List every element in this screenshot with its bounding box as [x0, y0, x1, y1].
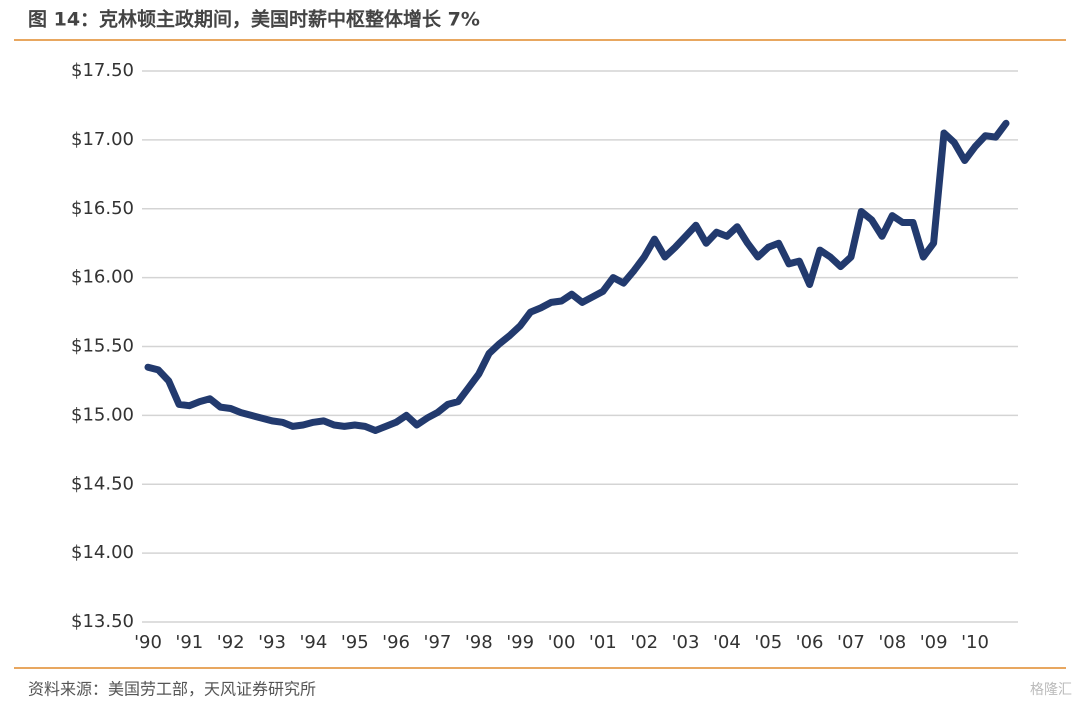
y-tick-label: $16.50 [71, 198, 134, 219]
x-tick-label: '96 [382, 632, 410, 653]
line [144, 119, 1010, 434]
source: 资料来源：美国劳工部，天风证券研究所 [28, 680, 316, 699]
y-tick-label: $17.50 [71, 60, 134, 81]
x-tick-label: '00 [548, 632, 576, 653]
y-tick-label: $13.50 [71, 611, 134, 632]
x-tick-label: '99 [506, 632, 534, 653]
watermark: 格隆汇 [1030, 682, 1072, 698]
y-tick-label: $14.00 [71, 542, 134, 563]
x-tick-label: '07 [837, 632, 865, 653]
y-tick-label: $17.00 [71, 129, 134, 150]
x-tick-label: '97 [424, 632, 452, 653]
y-tick-label: $15.00 [71, 404, 134, 425]
x-tick-label: '92 [217, 632, 245, 653]
x-tick-label: '93 [258, 632, 286, 653]
x-tick-label: '03 [672, 632, 700, 653]
x-tick-label: '98 [465, 632, 493, 653]
x-tick-label: '05 [754, 632, 782, 653]
x-tick-label: '08 [878, 632, 906, 653]
y-tick-label: $15.50 [71, 336, 134, 357]
x-tick-label: '01 [589, 632, 617, 653]
x-tick-label: '94 [299, 632, 327, 653]
x-tick-label: '91 [175, 632, 203, 653]
x-tick-label: '06 [796, 632, 824, 653]
x-tick-label: '09 [920, 632, 948, 653]
x-tick-label: '02 [630, 632, 658, 653]
y-tick-label: $16.00 [71, 267, 134, 288]
x-tick-label: '90 [134, 632, 162, 653]
x-tick-label: '04 [713, 632, 741, 653]
y-tick-label: $14.50 [71, 473, 134, 494]
x-tick-label: '95 [341, 632, 369, 653]
chart-title: 图 14：克林顿主政期间，美国时薪中枢整体增长 7% [28, 8, 480, 31]
x-tick-label: '10 [961, 632, 989, 653]
